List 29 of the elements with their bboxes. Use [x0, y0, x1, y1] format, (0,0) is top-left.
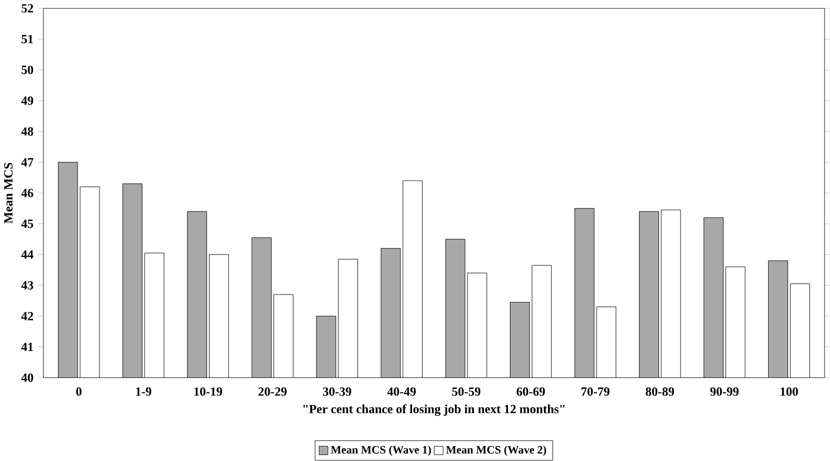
- y-tick-label: 41: [21, 342, 33, 352]
- y-tick-label: 50: [22, 66, 34, 74]
- x-tick-label: 90-99: [710, 388, 739, 396]
- x-tick-label: 10-19: [194, 388, 222, 396]
- legend-label: Mean MCS (Wave 1): [330, 446, 431, 456]
- y-tick-label: 40: [21, 374, 34, 382]
- y-tick-label: 48: [21, 127, 34, 136]
- x-tick-label: 0: [76, 388, 82, 396]
- y-tick-label: 44: [21, 250, 34, 259]
- y-tick-label: 43: [21, 281, 34, 290]
- x-axis-title: "Per cent chance of losing job in next 12 months": [303, 404, 564, 416]
- x-tick-label: 1-9: [136, 388, 152, 396]
- y-axis-title: Mean MCS: [4, 163, 13, 224]
- y-tick-label: 51: [22, 35, 33, 44]
- x-tick-label: 60-69: [516, 388, 545, 396]
- x-tick-label: 70-79: [582, 388, 610, 396]
- x-tick-label: 20-29: [258, 388, 287, 396]
- y-tick-label: 52: [22, 4, 34, 13]
- y-tick-label: 47: [21, 158, 34, 167]
- legend-label: Mean MCS (Wave 2): [446, 446, 546, 456]
- x-tick-label: 30-39: [323, 388, 352, 396]
- y-tick-label: 42: [21, 312, 34, 320]
- y-tick-label: 45: [21, 220, 34, 228]
- y-tick-label: 49: [21, 96, 34, 106]
- x-tick-label: 80-89: [646, 388, 674, 396]
- x-tick-label: 40-49: [387, 388, 416, 396]
- x-tick-label: 100: [780, 388, 798, 396]
- y-tick-label: 46: [21, 189, 34, 198]
- x-tick-label: 50-59: [452, 388, 480, 396]
